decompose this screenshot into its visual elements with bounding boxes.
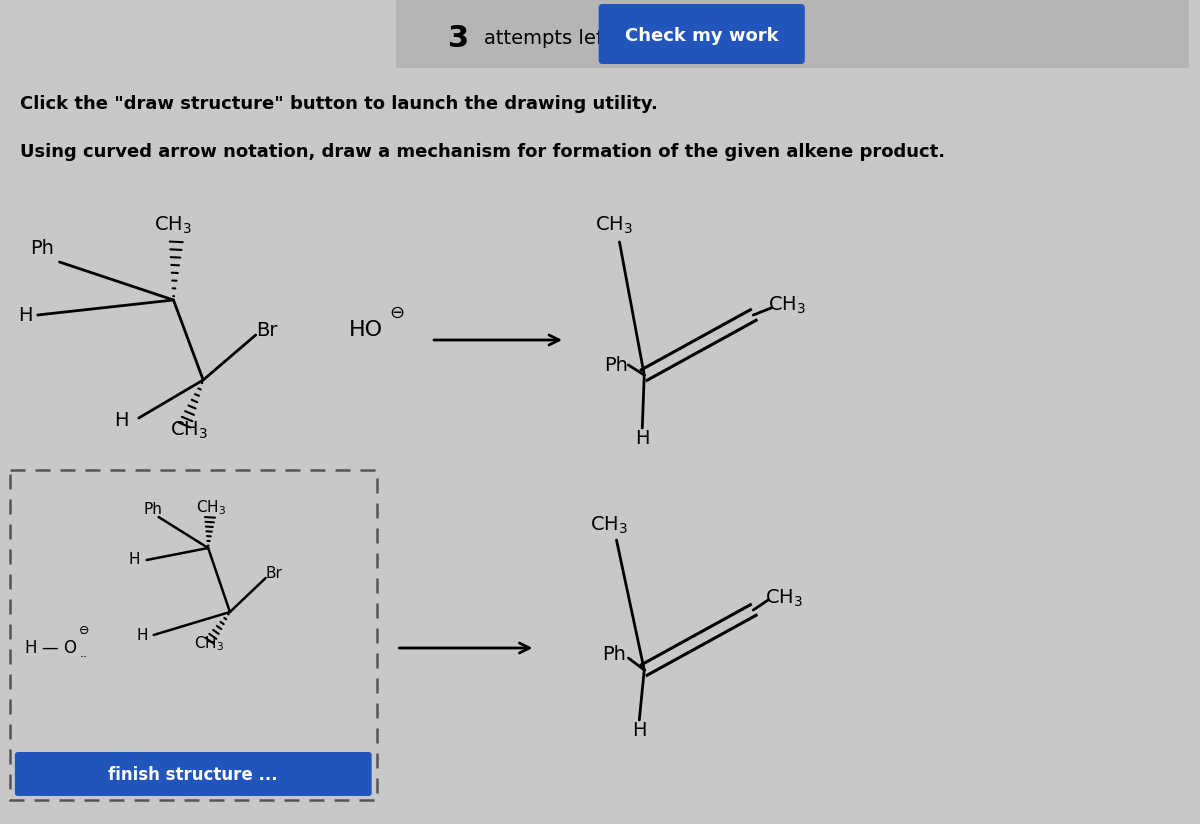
Text: Click the "draw structure" button to launch the drawing utility.: Click the "draw structure" button to lau… — [20, 95, 658, 113]
Text: CH$_3$: CH$_3$ — [595, 214, 632, 236]
Text: ⊖: ⊖ — [79, 624, 90, 636]
FancyBboxPatch shape — [10, 470, 377, 800]
Text: Br: Br — [256, 321, 277, 339]
Text: H: H — [137, 629, 149, 644]
Polygon shape — [396, 0, 1189, 68]
Text: —: — — [42, 639, 59, 657]
Text: Ph: Ph — [144, 503, 162, 517]
FancyBboxPatch shape — [14, 752, 372, 796]
Text: CH$_3$: CH$_3$ — [766, 588, 803, 609]
Text: H: H — [635, 428, 649, 447]
Text: finish structure ...: finish structure ... — [108, 766, 278, 784]
Text: H: H — [18, 306, 32, 325]
Text: Ph: Ph — [601, 645, 625, 664]
Text: HO: HO — [349, 320, 383, 340]
Text: Ph: Ph — [605, 355, 629, 374]
Text: Ph: Ph — [30, 238, 54, 258]
Text: O: O — [64, 639, 77, 657]
Text: H: H — [114, 410, 128, 429]
Text: attempts left: attempts left — [484, 29, 610, 48]
Text: CH$_3$: CH$_3$ — [768, 294, 806, 316]
Text: CH$_3$: CH$_3$ — [589, 514, 628, 536]
Text: ⊖: ⊖ — [390, 304, 404, 322]
Text: Using curved arrow notation, draw a mechanism for formation of the given alkene : Using curved arrow notation, draw a mech… — [20, 143, 944, 161]
Text: 3: 3 — [448, 24, 469, 53]
Text: ··: ·· — [79, 629, 88, 642]
Text: H: H — [632, 720, 647, 739]
Text: Check my work: Check my work — [625, 27, 779, 45]
Text: CH$_3$: CH$_3$ — [170, 419, 209, 441]
Text: CH$_3$: CH$_3$ — [197, 499, 227, 517]
Text: ··: ·· — [79, 652, 88, 664]
Text: H: H — [25, 639, 37, 657]
Text: CH$_3$: CH$_3$ — [154, 214, 192, 236]
Text: CH$_3$: CH$_3$ — [194, 634, 224, 653]
FancyBboxPatch shape — [599, 4, 805, 64]
Text: H: H — [128, 553, 140, 568]
Text: Br: Br — [265, 565, 282, 580]
